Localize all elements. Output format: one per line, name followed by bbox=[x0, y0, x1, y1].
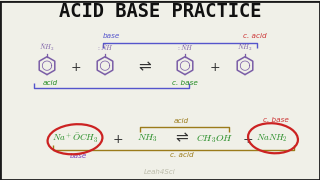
Text: ⇌: ⇌ bbox=[176, 131, 188, 146]
Text: $\mathbf{:}\ddot{N}H$: $\mathbf{:}\ddot{N}H$ bbox=[96, 42, 114, 53]
Text: acid: acid bbox=[43, 80, 58, 86]
Text: $Na^+\bar{O}CH_3$: $Na^+\bar{O}CH_3$ bbox=[52, 132, 98, 145]
Text: $NH_3$: $NH_3$ bbox=[138, 132, 158, 144]
Text: base: base bbox=[103, 33, 120, 39]
Text: base: base bbox=[69, 153, 87, 159]
Text: Leah4Sci: Leah4Sci bbox=[144, 169, 176, 175]
Text: +: + bbox=[243, 133, 253, 146]
Text: +: + bbox=[71, 61, 81, 74]
Text: c. base: c. base bbox=[172, 80, 198, 86]
Text: $\mathbf{:}\ddot{N}H$: $\mathbf{:}\ddot{N}H$ bbox=[176, 42, 194, 53]
Text: $NaNH_2$: $NaNH_2$ bbox=[256, 132, 288, 144]
Text: $CH_3OH$: $CH_3OH$ bbox=[196, 132, 234, 145]
Text: acid: acid bbox=[174, 118, 189, 124]
Text: +: + bbox=[113, 133, 123, 146]
Text: ACID BASE PRACTICE: ACID BASE PRACTICE bbox=[59, 3, 261, 21]
Text: c. base: c. base bbox=[263, 117, 289, 123]
Text: c. acid: c. acid bbox=[170, 152, 193, 158]
Text: ⇌: ⇌ bbox=[139, 59, 151, 74]
Text: +: + bbox=[210, 61, 220, 74]
Text: $\ddot{N}H_2$: $\ddot{N}H_2$ bbox=[39, 41, 55, 53]
Text: $\ddot{N}H_2$: $\ddot{N}H_2$ bbox=[237, 41, 253, 53]
Text: c. acid: c. acid bbox=[243, 33, 267, 39]
